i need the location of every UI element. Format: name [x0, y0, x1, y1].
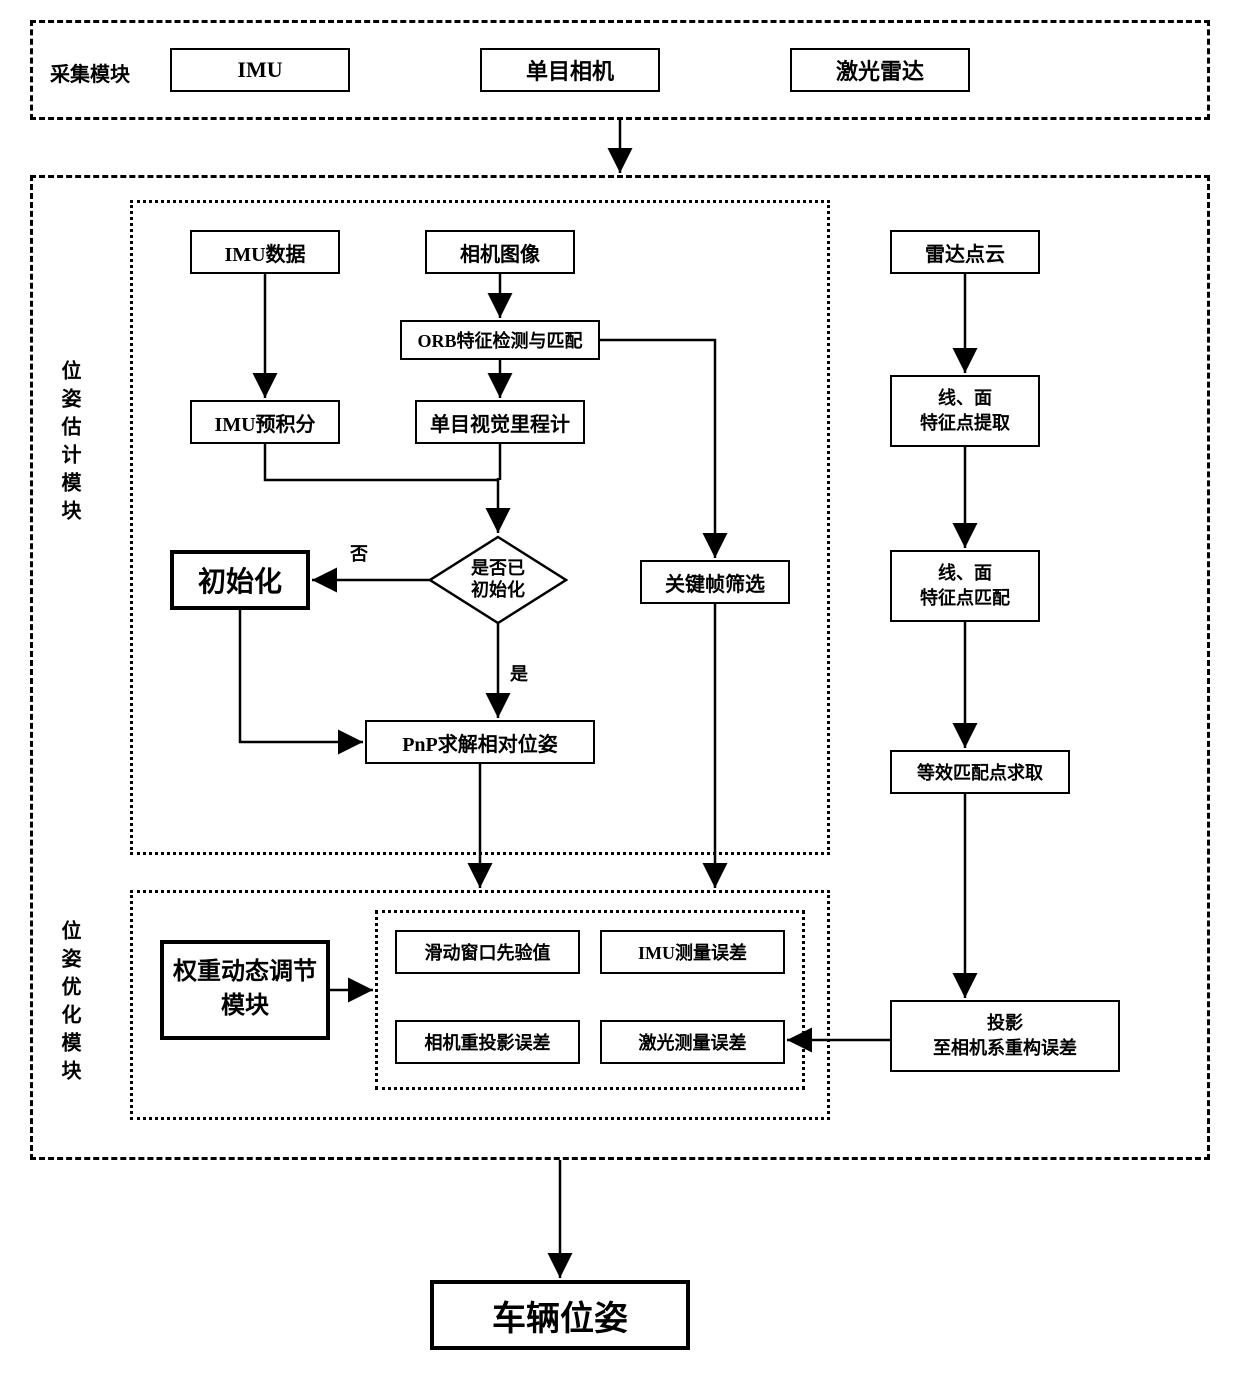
lidar-sensor-box: 激光雷达: [790, 48, 970, 92]
line-plane-extract-box: 线、面 特征点提取: [890, 375, 1040, 447]
camera-image-box: 相机图像: [425, 230, 575, 274]
imu-sensor-box: IMU: [170, 48, 350, 92]
pose-estimation-label: 位姿估计模块: [55, 360, 84, 528]
pnp-box: PnP求解相对位姿: [365, 720, 595, 764]
imu-data-box: IMU数据: [190, 230, 340, 274]
lidar-err-box: 激光测量误差: [600, 1020, 785, 1064]
lidar-cloud-box: 雷达点云: [890, 230, 1040, 274]
flowchart-container: 采集模块 IMU 单目相机 激光雷达 位姿估计模块 位姿优化模块 IMU数据 相…: [20, 20, 1220, 1370]
init-decision-diamond: 是否已 初始化: [428, 535, 568, 625]
sliding-window-box: 滑动窗口先验值: [395, 930, 580, 974]
orb-box: ORB特征检测与匹配: [400, 320, 600, 360]
mono-vo-box: 单目视觉里程计: [415, 400, 585, 444]
projection-box: 投影 至相机系重构误差: [890, 1000, 1120, 1072]
equiv-match-box: 等效匹配点求取: [890, 750, 1070, 794]
camera-sensor-box: 单目相机: [480, 48, 660, 92]
reproj-err-box: 相机重投影误差: [395, 1020, 580, 1064]
pose-optimization-label: 位姿优化模块: [55, 920, 84, 1088]
imu-preint-box: IMU预积分: [190, 400, 340, 444]
line-plane-match-box: 线、面 特征点匹配: [890, 550, 1040, 622]
keyframe-box: 关键帧筛选: [640, 560, 790, 604]
output-box: 车辆位姿: [430, 1280, 690, 1350]
yes-label: 是: [510, 660, 528, 686]
weight-module-box: 权重动态调节模块: [160, 940, 330, 1040]
imu-err-box: IMU测量误差: [600, 930, 785, 974]
init-box: 初始化: [170, 550, 310, 610]
acquisition-label: 采集模块: [50, 58, 130, 87]
no-label: 否: [350, 540, 368, 566]
